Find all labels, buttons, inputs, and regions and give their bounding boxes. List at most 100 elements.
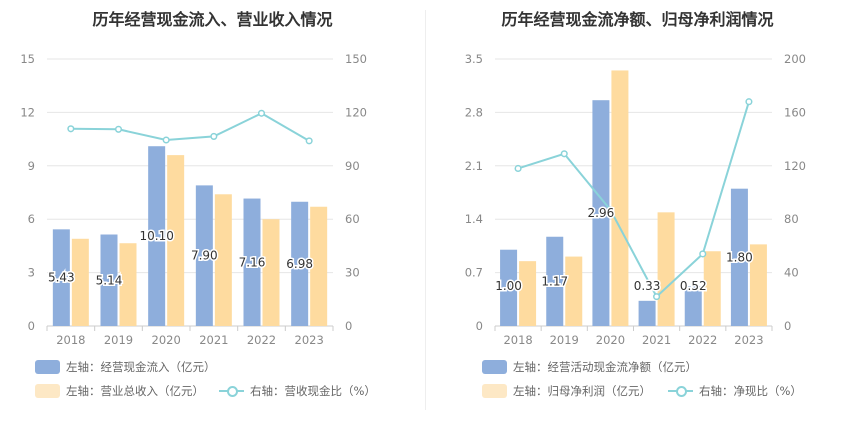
y-left-tick-label: 2.8 bbox=[465, 105, 483, 119]
bar-net-profit bbox=[703, 251, 721, 326]
y-left-tick-label: 3 bbox=[28, 266, 35, 280]
line-cash-revenue-ratio bbox=[70, 112, 310, 142]
y-right-tick-label: 0 bbox=[784, 319, 791, 333]
x-tick-label: 2020 bbox=[596, 333, 625, 347]
bar-revenue bbox=[167, 155, 185, 326]
legend-item-net-cash-flow[interactable]: 左轴：经营活动现金流净额（亿元） bbox=[482, 359, 697, 375]
y-right-tick-label: 150 bbox=[345, 52, 367, 66]
y-right-tick-label: 60 bbox=[345, 212, 360, 226]
bar-data-label: 7.90 bbox=[191, 249, 218, 263]
legend-swatch-cash-revenue-ratio bbox=[219, 384, 244, 398]
bar-data-label: 7.16 bbox=[239, 255, 266, 269]
bar-net-profit bbox=[519, 261, 537, 326]
bar-cash-inflow bbox=[243, 198, 261, 326]
bar-net-cash-flow bbox=[684, 286, 702, 326]
y-left-tick-label: 3.5 bbox=[465, 52, 483, 66]
bar-cash-inflow bbox=[148, 146, 166, 326]
y-right-tick-label: 120 bbox=[784, 159, 806, 173]
line-point bbox=[606, 206, 614, 214]
x-tick-label: 2021 bbox=[642, 333, 671, 347]
legend-item-net-cash-ratio[interactable]: 右轴：净现比（%） bbox=[668, 383, 802, 399]
x-tick-label: 2022 bbox=[688, 333, 717, 347]
bar-data-label: 2.96 bbox=[588, 206, 615, 220]
chart-plot-left: 0 0 3 30 6 60 9 90 12 120 15 150 2018 2019 2020 2021 202… bbox=[20, 52, 367, 347]
x-tick-label: 2018 bbox=[56, 333, 85, 347]
y-right-tick-label: 30 bbox=[345, 266, 360, 280]
bar-data-label: 1.80 bbox=[726, 250, 753, 264]
legend-label-cash-inflow: 左轴：经营现金流入（亿元） bbox=[66, 360, 216, 374]
y-left-tick-label: 15 bbox=[20, 52, 35, 66]
bar-cash-inflow bbox=[291, 201, 309, 326]
legend-item-net-profit[interactable]: 左轴：归母净利润（亿元） bbox=[482, 383, 651, 399]
legend-item-revenue[interactable]: 左轴：营业总收入（亿元） bbox=[35, 383, 204, 399]
legend-label-net-cash-ratio: 右轴：净现比（%） bbox=[699, 384, 802, 398]
line-point bbox=[560, 150, 568, 158]
chart-panel-right: 历年经营现金流净额、归母净利润情况 0 0 0.7 40 1.4 80 2.1 120 2.8 1… bbox=[425, 0, 850, 437]
legend-label-cash-revenue-ratio: 右轴：营收现金比（%） bbox=[250, 384, 376, 398]
x-tick-label: 2022 bbox=[247, 333, 276, 347]
x-tick-label: 2023 bbox=[295, 333, 324, 347]
bar-net-profit bbox=[749, 244, 767, 326]
legend-swatch-net-cash-ratio bbox=[668, 384, 693, 398]
y-right-tick-label: 90 bbox=[345, 159, 360, 173]
y-left-tick-label: 0 bbox=[476, 319, 483, 333]
bar-revenue bbox=[262, 219, 280, 326]
y-right-tick-label: 120 bbox=[345, 105, 367, 119]
bar-net-profit bbox=[565, 256, 583, 326]
chart-title-left: 历年经营现金流入、营业收入情况 bbox=[92, 10, 333, 29]
bar-data-label: 10.10 bbox=[139, 229, 173, 243]
y-left-tick-label: 2.1 bbox=[465, 159, 483, 173]
y-right-tick-label: 160 bbox=[784, 105, 806, 119]
y-left-tick-label: 0.7 bbox=[465, 266, 483, 280]
legend-swatch-net-profit bbox=[482, 384, 507, 398]
bar-data-label: 6.98 bbox=[286, 257, 313, 271]
y-right-tick-label: 200 bbox=[784, 52, 806, 66]
line-point bbox=[653, 293, 661, 301]
x-tick-label: 2020 bbox=[152, 333, 181, 347]
x-tick-label: 2021 bbox=[199, 333, 228, 347]
bar-revenue bbox=[71, 238, 89, 326]
bar-revenue bbox=[214, 194, 232, 326]
bar-data-label: 5.43 bbox=[48, 271, 75, 285]
line-point bbox=[210, 132, 218, 140]
bar-data-label: 1.00 bbox=[495, 279, 522, 293]
line-point bbox=[67, 125, 75, 133]
bar-data-label: 0.33 bbox=[634, 279, 661, 293]
x-tick-label: 2018 bbox=[503, 333, 532, 347]
line-point bbox=[162, 136, 170, 144]
bar-data-label: 5.14 bbox=[96, 273, 123, 287]
chart-title-right: 历年经营现金流净额、归母净利润情况 bbox=[501, 10, 774, 29]
bar-net-cash-flow bbox=[500, 249, 518, 326]
legend-item-cash-inflow[interactable]: 左轴：经营现金流入（亿元） bbox=[35, 359, 216, 375]
y-left-tick-label: 6 bbox=[28, 212, 35, 226]
bar-net-profit bbox=[611, 70, 629, 326]
legend-label-net-cash-flow: 左轴：经营活动现金流净额（亿元） bbox=[513, 360, 697, 374]
legend-swatch-revenue bbox=[35, 384, 60, 398]
legend-item-cash-revenue-ratio[interactable]: 右轴：营收现金比（%） bbox=[219, 383, 376, 399]
y-right-tick-label: 40 bbox=[784, 266, 799, 280]
line-point bbox=[745, 98, 753, 106]
line-net-cash-ratio bbox=[517, 101, 750, 299]
y-right-tick-label: 0 bbox=[345, 319, 352, 333]
y-left-tick-label: 9 bbox=[28, 159, 35, 173]
line-point bbox=[699, 250, 707, 258]
bar-data-label: 1.17 bbox=[541, 274, 568, 288]
bar-net-profit bbox=[657, 212, 675, 326]
bar-revenue bbox=[310, 206, 328, 326]
panel-divider bbox=[425, 10, 426, 410]
chart-plot-right: 0 0 0.7 40 1.4 80 2.1 120 2.8 160 3.5 200 2018 2019 20… bbox=[465, 52, 806, 347]
bar-net-cash-flow bbox=[592, 100, 610, 327]
x-tick-label: 2019 bbox=[104, 333, 133, 347]
line-point bbox=[114, 125, 123, 133]
bar-cash-inflow bbox=[195, 185, 213, 326]
bar-cash-inflow bbox=[100, 234, 118, 326]
x-tick-label: 2023 bbox=[734, 333, 763, 347]
y-left-tick-label: 0 bbox=[28, 319, 35, 333]
bar-data-label: 0.52 bbox=[680, 279, 707, 293]
y-left-tick-label: 12 bbox=[20, 105, 35, 119]
y-left-tick-label: 1.4 bbox=[465, 212, 483, 226]
legend-swatch-net-cash-flow bbox=[482, 360, 507, 374]
line-point bbox=[257, 109, 266, 117]
bar-net-cash-flow bbox=[638, 300, 656, 326]
legend-label-net-profit: 左轴：归母净利润（亿元） bbox=[513, 384, 651, 398]
